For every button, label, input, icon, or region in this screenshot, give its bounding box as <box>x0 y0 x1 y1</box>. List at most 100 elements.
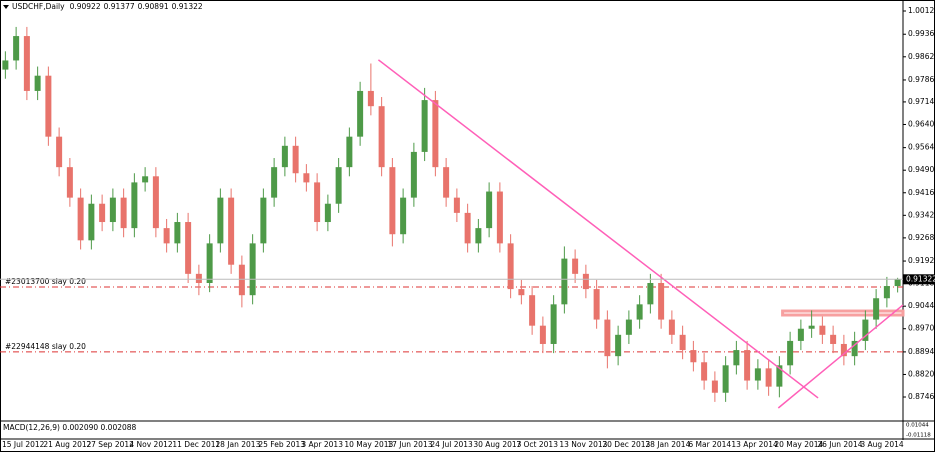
candle-body <box>518 289 525 296</box>
candle-body <box>195 273 202 283</box>
candle-body <box>23 36 30 91</box>
candle-body <box>679 334 686 351</box>
candle-body <box>453 197 460 213</box>
level-label: #22944148 slay 0.20 <box>5 342 86 351</box>
candle-body <box>572 258 579 274</box>
candle-body <box>701 362 708 381</box>
candle-body <box>357 90 364 137</box>
candle-body <box>238 264 245 296</box>
x-tick-label: 7 Oct 2013 <box>516 440 558 449</box>
candle-body <box>776 365 783 387</box>
candle-body <box>109 197 116 223</box>
candle-body <box>539 325 546 344</box>
x-tick-label: 27 Sep 2012 <box>86 440 134 449</box>
candle-body <box>346 136 353 168</box>
candle-body <box>507 243 514 290</box>
candle-body <box>668 319 675 335</box>
candle-body <box>711 380 718 393</box>
x-tick-label: 11 Dec 2012 <box>172 440 220 449</box>
candle-body <box>120 197 127 229</box>
candle-body <box>615 334 622 357</box>
x-tick-label: 13 Apr 2014 <box>731 440 778 449</box>
candle-body <box>862 319 869 341</box>
candle-body <box>787 340 794 366</box>
chart-title: USDCHF,Daily 0.90922 0.91377 0.90891 0.91322 <box>12 2 203 11</box>
candle-body <box>550 304 557 344</box>
candle-body <box>56 136 63 168</box>
candle-body <box>486 191 493 229</box>
x-tick-label: 18 Jan 2013 <box>215 440 260 449</box>
ohlc-value: 0.90891 <box>138 2 169 11</box>
macd-label: MACD(12,26,9) 0.002090 0.002088 <box>3 423 137 432</box>
x-tick-label: 3 Apr 2013 <box>301 440 343 449</box>
symbol: USDCHF,Daily <box>12 2 65 11</box>
candle-body <box>77 197 84 241</box>
x-tick-label: 17 Jun 2013 <box>387 440 432 449</box>
candle-body <box>152 176 159 229</box>
candle-body <box>367 90 374 107</box>
menu-triangle <box>3 5 9 9</box>
x-tick-label: 6 Mar 2014 <box>688 440 731 449</box>
candle-body <box>819 325 826 335</box>
trendline <box>377 59 819 399</box>
ohlc-value: 0.91322 <box>172 2 203 11</box>
candle-body <box>754 368 761 381</box>
candle-body <box>604 319 611 357</box>
x-tick-label: 15 Jul 2012 <box>2 440 45 449</box>
candle-body <box>88 203 95 241</box>
candle-body <box>797 328 804 341</box>
candle-body <box>271 167 278 198</box>
candle-body <box>217 197 224 244</box>
candle-body <box>561 258 568 305</box>
candle-body <box>292 145 299 174</box>
price-tag <box>903 274 934 285</box>
x-tick-label: 28 Jan 2014 <box>645 440 690 449</box>
candle-body <box>131 182 138 229</box>
candle-body <box>303 173 310 183</box>
candle-body <box>142 176 149 183</box>
candle-body <box>733 350 740 366</box>
candle-body <box>529 295 536 326</box>
candle-body <box>378 106 385 168</box>
candle-body <box>464 212 471 244</box>
candle-body <box>475 228 482 244</box>
candle-body <box>260 197 267 244</box>
candle-body <box>636 304 643 320</box>
candle-body <box>410 151 417 198</box>
candle-body <box>314 182 321 223</box>
candle-body <box>658 282 665 320</box>
candle-body <box>625 319 632 335</box>
candle-body <box>582 273 589 290</box>
price-tag-label: 0.91322 <box>906 274 935 283</box>
candle-body <box>400 197 407 235</box>
candle-body <box>421 100 428 152</box>
candle-body <box>830 334 837 344</box>
candle-body <box>808 325 815 329</box>
x-tick-label: 21 Aug 2012 <box>43 440 91 449</box>
candle-body <box>163 228 170 244</box>
candle-body <box>593 289 600 320</box>
candle-body <box>66 167 73 198</box>
x-tick-label: 4 Nov 2012 <box>129 440 172 449</box>
x-tick-label: 3 Aug 2014 <box>860 440 903 449</box>
candle-body <box>443 167 450 198</box>
x-tick-label: 10 May 2013 <box>344 440 393 449</box>
x-tick-label: 20 Dec 2013 <box>602 440 650 449</box>
candle-body <box>690 350 697 363</box>
candle-body <box>883 286 890 299</box>
candle-body <box>45 75 52 137</box>
x-tick-label: 20 May 2014 <box>774 440 823 449</box>
candle-body <box>432 100 439 168</box>
candle-body <box>13 36 20 61</box>
